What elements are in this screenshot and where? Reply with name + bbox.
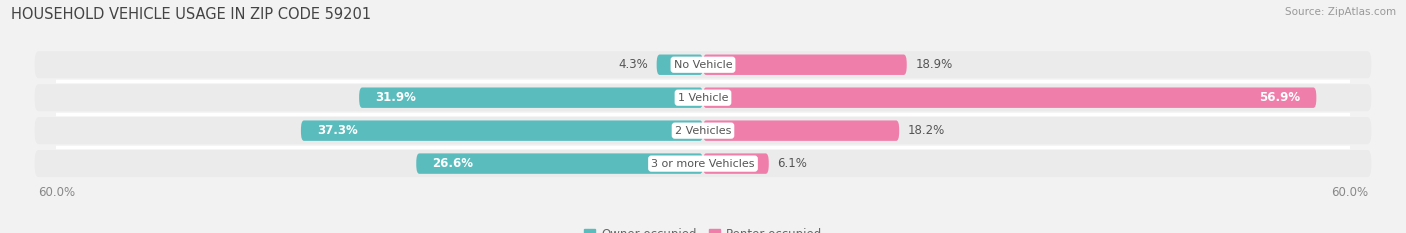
FancyBboxPatch shape xyxy=(35,150,1371,177)
Text: 56.9%: 56.9% xyxy=(1258,91,1301,104)
Legend: Owner-occupied, Renter-occupied: Owner-occupied, Renter-occupied xyxy=(579,224,827,233)
Text: 18.2%: 18.2% xyxy=(908,124,945,137)
Text: 26.6%: 26.6% xyxy=(433,157,474,170)
FancyBboxPatch shape xyxy=(301,120,703,141)
Text: 4.3%: 4.3% xyxy=(619,58,648,71)
Text: 31.9%: 31.9% xyxy=(375,91,416,104)
FancyBboxPatch shape xyxy=(35,84,1371,111)
Text: 37.3%: 37.3% xyxy=(318,124,359,137)
FancyBboxPatch shape xyxy=(703,55,907,75)
Text: 1 Vehicle: 1 Vehicle xyxy=(678,93,728,103)
FancyBboxPatch shape xyxy=(703,87,1316,108)
Text: 2 Vehicles: 2 Vehicles xyxy=(675,126,731,136)
FancyBboxPatch shape xyxy=(703,153,769,174)
FancyBboxPatch shape xyxy=(416,153,703,174)
Text: 3 or more Vehicles: 3 or more Vehicles xyxy=(651,159,755,169)
Text: No Vehicle: No Vehicle xyxy=(673,60,733,70)
Text: HOUSEHOLD VEHICLE USAGE IN ZIP CODE 59201: HOUSEHOLD VEHICLE USAGE IN ZIP CODE 5920… xyxy=(11,7,371,22)
FancyBboxPatch shape xyxy=(703,120,900,141)
FancyBboxPatch shape xyxy=(359,87,703,108)
FancyBboxPatch shape xyxy=(35,117,1371,144)
Text: Source: ZipAtlas.com: Source: ZipAtlas.com xyxy=(1285,7,1396,17)
Text: 6.1%: 6.1% xyxy=(778,157,807,170)
Text: 18.9%: 18.9% xyxy=(915,58,953,71)
FancyBboxPatch shape xyxy=(657,55,703,75)
FancyBboxPatch shape xyxy=(35,51,1371,78)
